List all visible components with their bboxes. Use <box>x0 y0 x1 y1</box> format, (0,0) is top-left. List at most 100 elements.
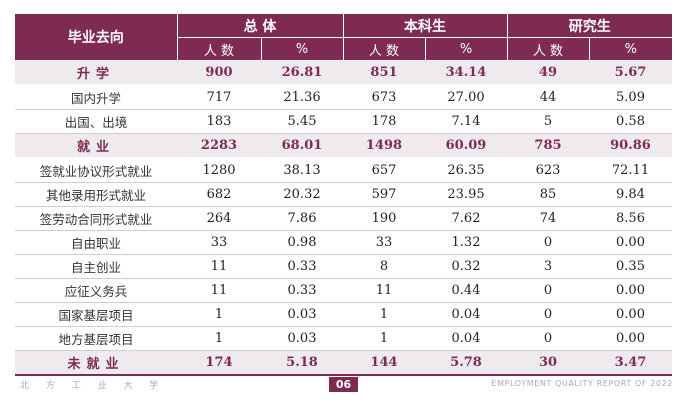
percent-cell: 38.13 <box>261 158 343 183</box>
percent-cell: 0.58 <box>589 109 672 134</box>
percent-cell: 5.09 <box>589 85 672 110</box>
percent-cell: 21.36 <box>261 85 343 110</box>
count-cell: 74 <box>507 206 589 231</box>
header-sub-percent: % <box>425 37 508 61</box>
percent-cell: 0.03 <box>261 326 343 351</box>
percent-cell: 1.32 <box>425 230 507 255</box>
table-row: 国家基层项目 1 0.03 1 0.04 0 0.00 <box>15 302 672 327</box>
count-cell: 682 <box>177 182 261 207</box>
count-cell: 717 <box>177 85 261 110</box>
percent-cell: 0.03 <box>261 302 343 327</box>
count-cell: 1 <box>343 326 425 351</box>
row-label: 自由职业 <box>15 230 177 255</box>
header-sub-count: 人 数 <box>177 37 262 61</box>
table-row: 自由职业 33 0.98 33 1.32 0 0.00 <box>15 230 672 255</box>
table-row: 应征义务兵 11 0.33 11 0.44 0 0.00 <box>15 278 672 303</box>
percent-cell: 7.14 <box>425 109 507 134</box>
count-cell: 785 <box>507 133 589 159</box>
count-cell: 30 <box>507 350 589 376</box>
count-cell: 1498 <box>343 133 425 159</box>
count-cell: 33 <box>343 230 425 255</box>
percent-cell: 27.00 <box>425 85 507 110</box>
percent-cell: 0.00 <box>589 230 672 255</box>
percent-cell: 5.67 <box>589 60 672 86</box>
header-sub-percent: % <box>261 37 344 61</box>
count-cell: 597 <box>343 182 425 207</box>
row-label: 国家基层项目 <box>15 302 177 327</box>
count-cell: 673 <box>343 85 425 110</box>
row-label: 自主创业 <box>15 254 177 279</box>
header-group-undergrad: 本科生 <box>343 14 508 38</box>
count-cell: 3 <box>507 254 589 279</box>
percent-cell: 5.78 <box>425 350 507 376</box>
count-cell: 33 <box>177 230 261 255</box>
percent-cell: 23.95 <box>425 182 507 207</box>
header-sub-count: 人 数 <box>507 37 590 61</box>
percent-cell: 7.62 <box>425 206 507 231</box>
count-cell: 1280 <box>177 158 261 183</box>
count-cell: 1 <box>177 302 261 327</box>
count-cell: 178 <box>343 109 425 134</box>
percent-cell: 26.35 <box>425 158 507 183</box>
row-label: 地方基层项目 <box>15 326 177 351</box>
count-cell: 11 <box>177 278 261 303</box>
row-label: 其他录用形式就业 <box>15 182 177 207</box>
table-row: 地方基层项目 1 0.03 1 0.04 0 0.00 <box>15 326 672 351</box>
count-cell: 0 <box>507 230 589 255</box>
table-row: 出国、出境 183 5.45 178 7.14 5 0.58 <box>15 109 672 134</box>
footer-report-title: EMPLOYMENT QUALITY REPORT OF 2022 <box>491 379 673 388</box>
table-header: 毕业去向 总 体 本科生 研究生 人 数 % 人 数 % 人 数 % <box>15 14 672 61</box>
header-direction: 毕业去向 <box>15 14 178 61</box>
header-group-total: 总 体 <box>177 14 344 38</box>
count-cell: 1 <box>343 302 425 327</box>
percent-cell: 0.33 <box>261 254 343 279</box>
row-label: 升学 <box>15 60 177 86</box>
row-label: 签就业协议形式就业 <box>15 158 177 183</box>
count-cell: 1 <box>177 326 261 351</box>
count-cell: 144 <box>343 350 425 376</box>
count-cell: 0 <box>507 326 589 351</box>
count-cell: 657 <box>343 158 425 183</box>
percent-cell: 0.33 <box>261 278 343 303</box>
category-row: 就业 2283 68.01 1498 60.09 785 90.86 <box>15 133 672 159</box>
row-label: 未就业 <box>15 350 177 376</box>
table-row: 其他录用形式就业 682 20.32 597 23.95 85 9.84 <box>15 182 672 207</box>
percent-cell: 8.56 <box>589 206 672 231</box>
row-label: 出国、出境 <box>15 109 177 134</box>
percent-cell: 0.00 <box>589 302 672 327</box>
percent-cell: 5.45 <box>261 109 343 134</box>
category-row: 升学 900 26.81 851 34.14 49 5.67 <box>15 60 672 86</box>
count-cell: 8 <box>343 254 425 279</box>
count-cell: 623 <box>507 158 589 183</box>
footer-university-name: 北 方 工 业 大 学 <box>20 381 166 391</box>
header-sub-count: 人 数 <box>343 37 426 61</box>
count-cell: 264 <box>177 206 261 231</box>
percent-cell: 0.00 <box>589 278 672 303</box>
percent-cell: 0.32 <box>425 254 507 279</box>
percent-cell: 20.32 <box>261 182 343 207</box>
percent-cell: 34.14 <box>425 60 507 86</box>
row-label: 签劳动合同形式就业 <box>15 206 177 231</box>
table-row: 签劳动合同形式就业 264 7.86 190 7.62 74 8.56 <box>15 206 672 231</box>
count-cell: 190 <box>343 206 425 231</box>
percent-cell: 0.00 <box>589 326 672 351</box>
row-label: 国内升学 <box>15 85 177 110</box>
count-cell: 0 <box>507 302 589 327</box>
percent-cell: 26.81 <box>261 60 343 86</box>
count-cell: 85 <box>507 182 589 207</box>
count-cell: 851 <box>343 60 425 86</box>
count-cell: 44 <box>507 85 589 110</box>
page-number: 06 <box>329 377 358 392</box>
table-row: 签就业协议形式就业 1280 38.13 657 26.35 623 72.11 <box>15 158 672 183</box>
count-cell: 183 <box>177 109 261 134</box>
employment-table: 毕业去向 总 体 本科生 研究生 人 数 % 人 数 % 人 数 % 升学 900… <box>15 14 672 376</box>
row-label: 应征义务兵 <box>15 278 177 303</box>
percent-cell: 5.18 <box>261 350 343 376</box>
table-row: 自主创业 11 0.33 8 0.32 3 0.35 <box>15 254 672 279</box>
percent-cell: 0.35 <box>589 254 672 279</box>
percent-cell: 72.11 <box>589 158 672 183</box>
percent-cell: 60.09 <box>425 133 507 159</box>
count-cell: 174 <box>177 350 261 376</box>
count-cell: 49 <box>507 60 589 86</box>
percent-cell: 0.44 <box>425 278 507 303</box>
